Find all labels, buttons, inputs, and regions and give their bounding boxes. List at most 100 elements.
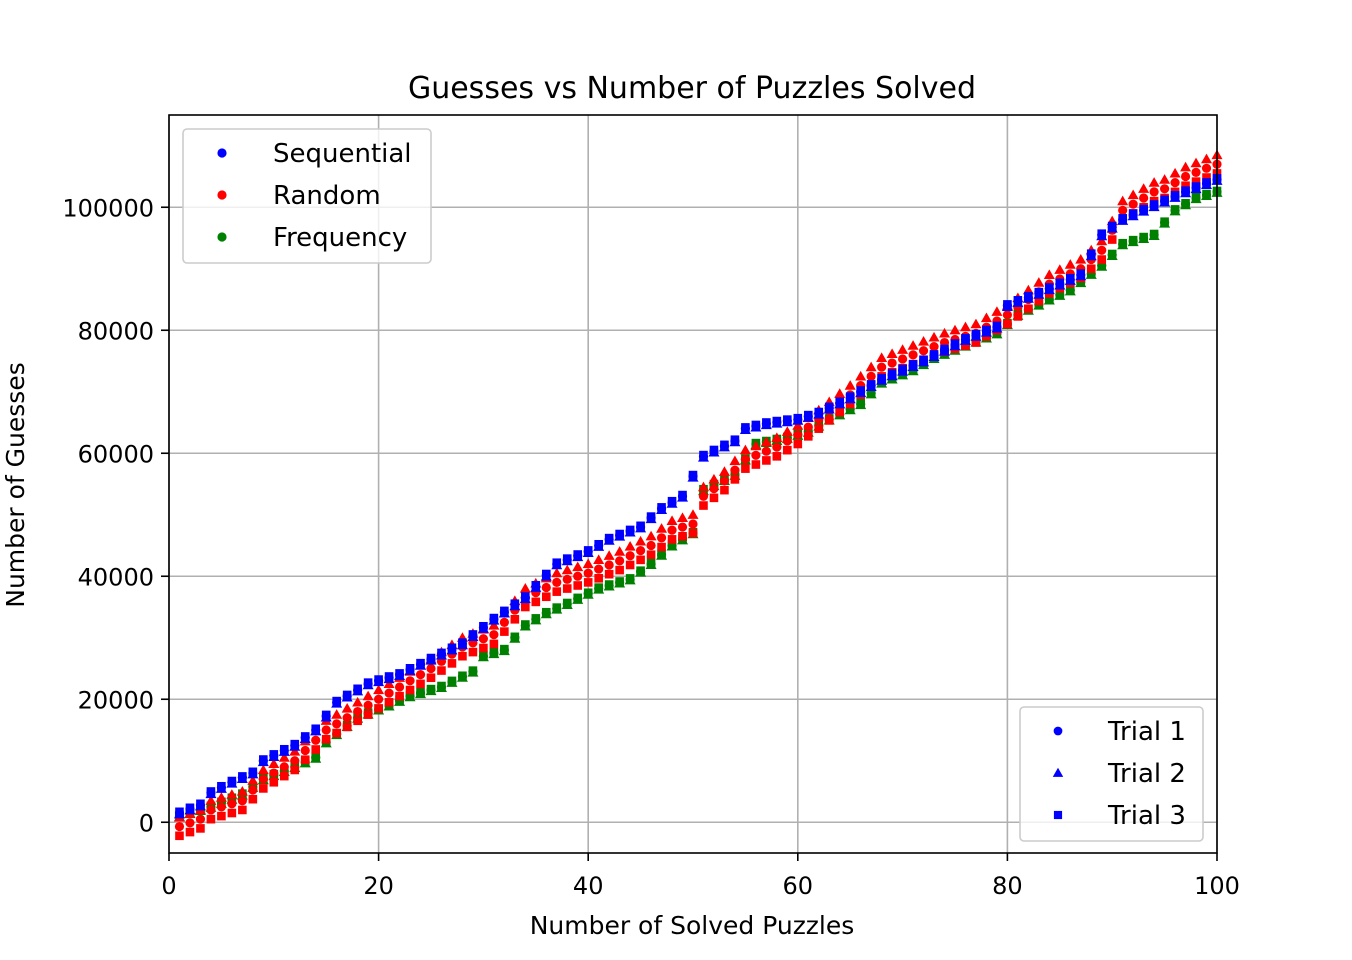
data-point [342, 690, 352, 700]
data-point [352, 696, 364, 707]
data-point [290, 739, 300, 749]
data-point [793, 439, 803, 449]
x-tick-label: 80 [992, 872, 1023, 900]
data-point [311, 724, 321, 734]
data-point [268, 758, 280, 768]
data-point [1086, 249, 1096, 258]
data-point [1170, 190, 1180, 200]
data-point [657, 503, 666, 512]
data-point [624, 541, 636, 551]
data-point [729, 455, 741, 466]
data-point [1148, 177, 1160, 187]
data-point [907, 340, 919, 350]
data-point [290, 765, 300, 775]
data-point [279, 744, 289, 754]
data-point [667, 525, 677, 535]
data-point [1107, 235, 1117, 244]
data-point [1191, 192, 1201, 202]
legend-marker [217, 190, 227, 200]
legend-marker [1053, 726, 1063, 736]
data-point [614, 546, 626, 556]
data-point [656, 533, 667, 543]
data-point [625, 560, 635, 570]
data-point [982, 325, 991, 335]
data-point [961, 333, 970, 343]
data-point [341, 702, 353, 713]
data-point [1191, 177, 1201, 186]
data-point [552, 577, 562, 588]
data-point [961, 341, 970, 350]
data-point [877, 362, 887, 372]
data-point [300, 745, 310, 756]
data-point [426, 663, 436, 674]
legend-trials: Trial 1 Trial 2 Trial 3 [1019, 706, 1204, 842]
data-point [1202, 178, 1211, 187]
data-point [458, 651, 467, 661]
data-point [1097, 245, 1107, 255]
data-point [699, 501, 708, 510]
data-point [845, 392, 855, 401]
data-point [1160, 195, 1169, 205]
data-point [279, 762, 289, 772]
data-point [908, 360, 918, 369]
data-point [238, 772, 247, 781]
data-point [1138, 183, 1150, 193]
data-point [541, 592, 551, 602]
data-point [468, 630, 478, 639]
data-point [604, 560, 614, 570]
legend-marker [1052, 767, 1064, 777]
data-point [394, 682, 405, 692]
data-point [1201, 153, 1213, 164]
data-point [803, 422, 813, 432]
data-point [677, 512, 689, 522]
data-point [625, 525, 635, 535]
legend-label: Sequential [273, 139, 412, 169]
data-point [604, 569, 614, 579]
data-point [552, 587, 562, 596]
data-point [332, 728, 341, 738]
data-point [573, 593, 583, 603]
data-point [1170, 205, 1180, 214]
data-point [750, 440, 762, 451]
data-point [405, 685, 415, 695]
data-point [1097, 260, 1107, 270]
data-point [500, 644, 509, 654]
data-point [928, 331, 940, 342]
data-point [521, 592, 530, 601]
data-point [709, 493, 719, 503]
x-tick-label: 0 [161, 872, 176, 900]
data-point [311, 735, 321, 745]
data-point [688, 470, 698, 480]
data-point [970, 318, 982, 329]
data-point [217, 797, 226, 807]
data-point [708, 473, 720, 484]
data-point [678, 531, 687, 541]
data-point [405, 690, 415, 700]
data-point [437, 648, 446, 658]
data-point [949, 324, 961, 335]
data-point [531, 597, 541, 607]
data-point [1034, 287, 1044, 297]
data-point [741, 423, 750, 432]
y-axis-label: Number of Guesses [1, 362, 30, 607]
data-point [489, 613, 499, 623]
data-point [772, 452, 782, 461]
legend-marker [217, 232, 227, 242]
data-point [992, 321, 1002, 331]
legend-marker [1053, 810, 1063, 820]
data-point [604, 580, 614, 589]
data-point [185, 827, 195, 837]
data-point [278, 752, 290, 762]
data-point [697, 481, 709, 492]
data-point [321, 725, 331, 735]
data-point [238, 805, 247, 815]
data-point [289, 746, 301, 756]
legend-label: Frequency [273, 223, 407, 253]
legend-label: Trial 3 [1107, 801, 1186, 831]
x-tick-label: 40 [573, 872, 604, 900]
data-point [519, 583, 531, 593]
data-point [739, 444, 751, 455]
data-point [959, 321, 971, 332]
data-point [384, 688, 394, 698]
data-point [657, 549, 666, 559]
